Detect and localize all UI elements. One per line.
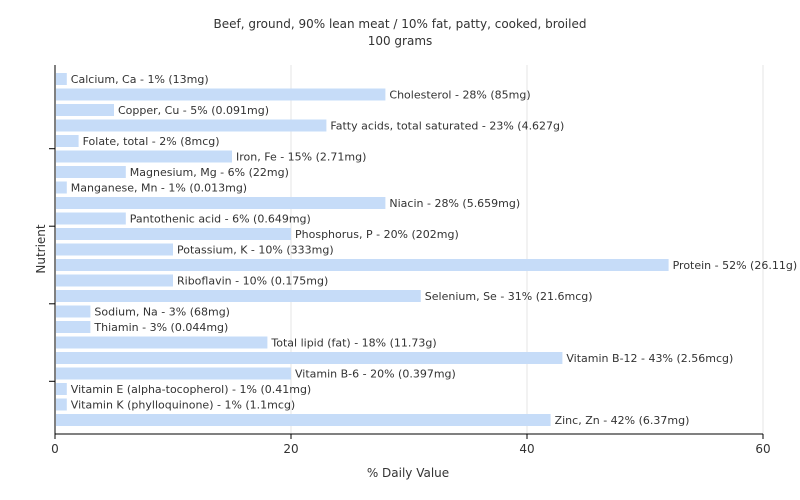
bar-10: [56, 228, 291, 240]
bar-22: [56, 414, 551, 426]
axes: 0 20 40 60: [49, 65, 771, 456]
bar-20: [56, 383, 67, 395]
bar-label-22: Zinc, Zn - 42% (6.37mg): [555, 414, 690, 427]
bar-0: [56, 73, 67, 85]
bar-label-2: Copper, Cu - 5% (0.091mg): [118, 104, 269, 117]
bar-label-10: Phosphorus, P - 20% (202mg): [295, 228, 459, 241]
x-tick-label-1: 20: [283, 442, 298, 456]
bar-label-12: Protein - 52% (26.11g): [673, 259, 798, 272]
bar-13: [56, 274, 173, 287]
bar-label-0: Calcium, Ca - 1% (13mg): [71, 73, 209, 86]
bar-15: [56, 305, 91, 318]
bar-label-14: Selenium, Se - 31% (21.6mcg): [425, 290, 593, 303]
bar-7: [56, 181, 67, 194]
bar-17: [56, 336, 268, 349]
bar-12: [56, 259, 669, 271]
bar-21: [56, 398, 67, 411]
bar-label-3: Fatty acids, total saturated - 23% (4.62…: [330, 120, 564, 133]
bar-5: [56, 150, 232, 163]
bar-label-5: Iron, Fe - 15% (2.71mg): [236, 151, 366, 164]
bar-label-6: Magnesium, Mg - 6% (22mg): [130, 166, 289, 179]
bar-label-21: Vitamin K (phylloquinone) - 1% (1.1mcg): [71, 399, 295, 412]
bar-2: [56, 104, 114, 116]
bar-14: [56, 290, 421, 302]
bar-label-9: Pantothenic acid - 6% (0.649mg): [130, 213, 311, 226]
bar-3: [56, 119, 327, 132]
x-axis-label: % Daily Value: [367, 466, 449, 480]
chart-title: Beef, ground, 90% lean meat / 10% fat, p…: [214, 17, 587, 31]
bar-label-4: Folate, total - 2% (8mcg): [83, 135, 220, 148]
bar-label-8: Niacin - 28% (5.659mg): [389, 197, 520, 210]
x-tick-label-3: 60: [755, 442, 770, 456]
x-tick-label-0: 0: [51, 442, 59, 456]
bar-label-17: Total lipid (fat) - 18% (11.73g): [270, 337, 436, 350]
bar-label-13: Riboflavin - 10% (0.175mg): [177, 275, 328, 288]
bar-label-11: Potassium, K - 10% (333mg): [177, 244, 334, 257]
bar-6: [56, 166, 126, 178]
bar-label-15: Sodium, Na - 3% (68mg): [94, 306, 230, 319]
bar-18: [56, 352, 563, 364]
bar-16: [56, 321, 91, 333]
bar-4: [56, 135, 79, 147]
bar-19: [56, 367, 291, 380]
bar-11: [56, 243, 173, 256]
bar-label-18: Vitamin B-12 - 43% (2.56mcg): [566, 352, 733, 365]
bar-label-16: Thiamin - 3% (0.044mg): [93, 321, 228, 334]
bars: Calcium, Ca - 1% (13mg) Cholesterol - 28%…: [56, 73, 797, 427]
bar-8: [56, 197, 386, 209]
bar-label-7: Manganese, Mn - 1% (0.013mg): [71, 182, 247, 195]
bar-label-19: Vitamin B-6 - 20% (0.397mg): [295, 368, 456, 381]
x-tick-label-2: 40: [519, 442, 534, 456]
bar-label-1: Cholesterol - 28% (85mg): [389, 89, 530, 102]
bar-label-20: Vitamin E (alpha-tocopherol) - 1% (0.41m…: [71, 383, 311, 396]
y-axis-label: Nutrient: [34, 224, 48, 274]
chart-subtitle: 100 grams: [368, 34, 433, 48]
bar-1: [56, 88, 386, 101]
bar-9: [56, 212, 126, 225]
